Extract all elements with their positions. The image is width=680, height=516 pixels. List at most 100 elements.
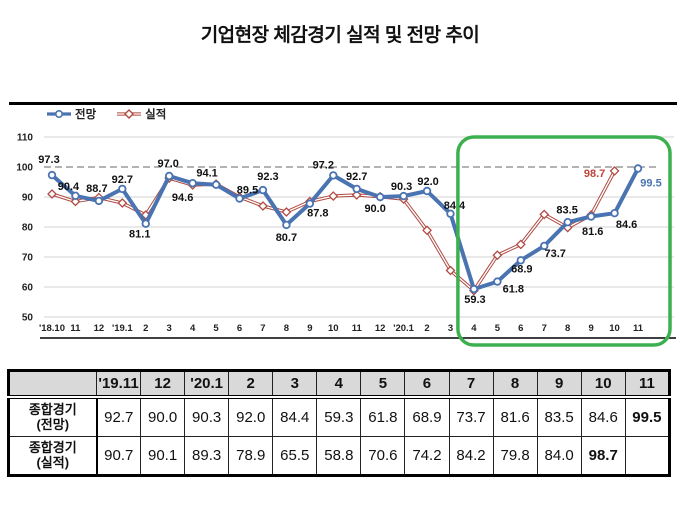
table-cell: 92.0	[228, 396, 274, 437]
x-tick-label: 9	[307, 323, 312, 334]
x-tick-label: 11	[633, 323, 644, 334]
series-line-forecast	[50, 167, 640, 292]
point-marker-forecast	[375, 192, 385, 202]
point-marker-actual	[281, 207, 292, 217]
y-tick-label: 110	[17, 133, 34, 144]
point-marker-forecast	[399, 191, 408, 201]
data-label: 90.4	[58, 181, 80, 193]
data-label: 73.7	[545, 248, 566, 260]
table-cell: 81.6	[492, 396, 538, 437]
table-header-cell: '20.1	[184, 370, 230, 399]
point-marker-actual	[492, 250, 503, 261]
x-tick-label: 9	[588, 323, 593, 334]
data-label: 92.0	[417, 176, 438, 188]
point-marker-forecast	[469, 284, 479, 294]
point-marker-actual	[70, 196, 81, 207]
data-label: 84.6	[616, 219, 637, 231]
x-tick-label: '19.1	[112, 323, 133, 334]
table-cell: 58.8	[316, 436, 362, 476]
table-cell: 84.0	[536, 436, 582, 476]
x-tick-label: 10	[328, 323, 339, 334]
table-header-cell: 2	[228, 370, 274, 399]
row-label-line1: 종합경기	[28, 401, 77, 417]
data-label: 59.3	[464, 294, 485, 306]
x-tick-label: '18.10	[39, 323, 65, 334]
data-label: 97.0	[157, 158, 178, 170]
table-header-cell: 4	[316, 370, 362, 399]
table-cell: 84.6	[580, 396, 626, 437]
table-cell: 99.5	[624, 396, 671, 437]
table-header-cell: 8	[492, 370, 538, 399]
x-tick-label: 5	[213, 323, 219, 334]
table-row-label: 종합경기 (전망)	[8, 396, 98, 437]
x-tick-label: 2	[143, 323, 148, 334]
table-header-cell: 12	[140, 370, 186, 399]
point-marker-actual	[422, 225, 432, 236]
table-cell: 90.7	[95, 436, 142, 476]
point-marker-actual	[328, 191, 339, 202]
table-cell: 89.3	[184, 436, 230, 476]
x-tick-label: 6	[237, 323, 242, 334]
x-tick-label: 12	[375, 323, 386, 334]
table-header-cell: 10	[580, 370, 626, 399]
point-marker-actual	[515, 239, 526, 250]
point-marker-forecast	[540, 241, 549, 251]
point-marker-forecast	[282, 220, 291, 230]
table-cell: 59.3	[316, 396, 362, 437]
point-marker-actual	[351, 189, 362, 200]
data-label: 90.3	[391, 181, 412, 193]
x-tick-label: '20.1	[393, 323, 414, 334]
chart-legend: 전망 실적	[46, 106, 166, 122]
table-cell: 90.1	[140, 436, 186, 476]
table-header-cell: '19.11	[95, 370, 142, 399]
row-label-line1: 종합경기	[28, 439, 77, 455]
table-header-cell: 7	[448, 370, 494, 399]
data-label: 80.7	[276, 232, 297, 244]
data-label: 94.1	[196, 168, 217, 180]
point-marker-actual	[445, 265, 456, 276]
table-cell: 78.9	[228, 436, 274, 476]
x-tick-label: 7	[542, 323, 547, 334]
point-marker-forecast	[329, 171, 338, 180]
table-header-cell: 11	[624, 370, 671, 399]
point-marker-forecast	[258, 185, 268, 195]
point-marker-forecast	[141, 219, 150, 228]
point-marker-forecast	[516, 256, 525, 265]
top-divider	[9, 102, 677, 105]
y-tick-label: 50	[22, 313, 34, 324]
table-corner-cell	[8, 370, 97, 399]
data-label: 90.0	[364, 203, 385, 215]
point-marker-forecast	[164, 171, 174, 181]
summary-table: '19.11 12'20.1 2 3 4 5 6 7 8 9 10 11 종합경기 (전망) 92.7 90.…	[7, 369, 671, 477]
table-row: 종합경기 (실적) 90.7 90.1 89.3 78.9 65.5 58.8 70.6 74.2…	[8, 436, 671, 476]
data-label: 89.5	[237, 185, 258, 197]
table-cell: 90.3	[184, 396, 230, 437]
table-header-cell: 6	[404, 370, 450, 399]
table-cell	[624, 436, 671, 476]
point-marker-forecast	[235, 194, 244, 203]
x-tick-label: 11	[352, 323, 363, 334]
legend-marker-actual-icon	[117, 109, 142, 119]
data-label: 99.5	[640, 178, 661, 190]
table-cell: 92.7	[95, 396, 142, 437]
data-label: 92.7	[346, 171, 367, 183]
legend-item-actual: 실적	[116, 106, 166, 122]
table-header-cell: 3	[272, 370, 318, 399]
table-cell: 83.5	[536, 396, 582, 437]
data-label: 87.8	[307, 208, 328, 220]
x-tick-label: 3	[448, 323, 453, 334]
data-label: 97.3	[38, 154, 59, 166]
table-row: 종합경기 (전망) 92.7 90.0 90.3 92.0 84.4 59.3 61.8 68.9…	[8, 396, 671, 437]
x-tick-label: 8	[284, 323, 289, 334]
table-cell: 70.6	[360, 436, 406, 476]
table-cell: 84.4	[272, 396, 318, 437]
point-marker-forecast	[94, 196, 104, 206]
data-label: 68.9	[511, 263, 532, 275]
x-tick-label: 6	[518, 323, 523, 334]
legend-label: 실적	[145, 109, 167, 121]
table-cell: 61.8	[360, 396, 406, 437]
data-label: 83.5	[556, 205, 577, 217]
data-label: 61.8	[503, 284, 524, 296]
x-tick-label: 3	[167, 323, 172, 334]
data-label: 84.4	[444, 200, 466, 212]
